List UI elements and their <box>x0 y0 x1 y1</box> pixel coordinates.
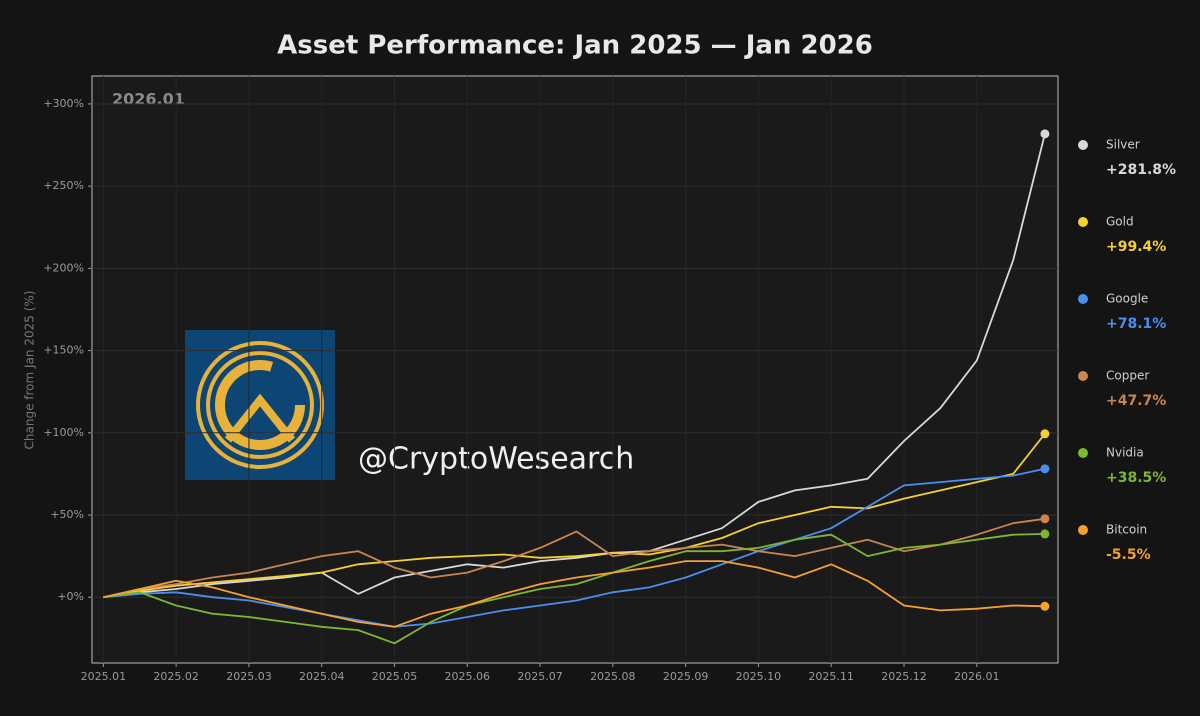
date-annotation: 2026.01 <box>112 90 185 109</box>
y-tick-label: +300% <box>43 97 84 110</box>
legend-swatch <box>1078 525 1088 535</box>
x-tick-label: 2025.03 <box>226 670 272 683</box>
logo-a <box>224 393 296 443</box>
logo-c <box>215 360 305 450</box>
legend-swatch <box>1078 217 1088 227</box>
legend-swatch <box>1078 371 1088 381</box>
legend-name: Google <box>1106 292 1148 306</box>
x-tick-label: 2025.08 <box>590 670 636 683</box>
legend-value: +99.4% <box>1106 239 1166 255</box>
series-line <box>103 433 1046 599</box>
y-axis-label: Change from Jan 2025 (%) <box>23 291 37 450</box>
x-tick-label: 2025.04 <box>299 670 345 683</box>
x-tick-label: 2025.12 <box>881 670 927 683</box>
legend-value: +281.8% <box>1106 162 1176 178</box>
logo-ring <box>206 351 314 459</box>
y-tick-label: +0% <box>57 590 84 603</box>
chart-title: Asset Performance: Jan 2025 — Jan 2026 <box>277 31 873 61</box>
legend-swatch <box>1078 140 1088 150</box>
end-point <box>1040 429 1050 439</box>
legend-swatch <box>1078 294 1088 304</box>
x-tick-label: 2025.09 <box>663 670 709 683</box>
legend-swatch <box>1078 448 1088 458</box>
x-tick-label: 2025.02 <box>153 670 199 683</box>
end-point <box>1040 529 1050 539</box>
legend-name: Copper <box>1106 369 1149 383</box>
end-point <box>1040 464 1050 474</box>
watermark: @CryptoWesearch <box>358 442 634 477</box>
x-tick-label: 2025.05 <box>372 670 418 683</box>
legend-name: Silver <box>1106 138 1140 152</box>
series-line <box>103 133 1046 599</box>
x-tick-label: 2025.06 <box>445 670 491 683</box>
end-point <box>1040 129 1050 139</box>
series-line <box>103 517 1046 599</box>
x-tick-label: 2025.07 <box>517 670 563 683</box>
y-tick-label: +150% <box>43 344 84 357</box>
y-tick-label: +50% <box>50 508 84 521</box>
legend-value: -5.5% <box>1106 547 1151 563</box>
y-tick-label: +200% <box>43 261 84 274</box>
x-tick-label: 2025.01 <box>81 670 127 683</box>
legend-value: +38.5% <box>1106 470 1166 486</box>
x-tick-label: 2025.10 <box>736 670 782 683</box>
end-point <box>1040 601 1050 611</box>
y-tick-label: +100% <box>43 426 84 439</box>
x-tick-label: 2025.11 <box>808 670 854 683</box>
series-line <box>103 467 1046 628</box>
logo <box>185 330 335 480</box>
legend-value: +78.1% <box>1106 316 1166 332</box>
series-line <box>103 533 1045 645</box>
legend-name: Nvidia <box>1106 446 1144 460</box>
legend-name: Gold <box>1106 215 1134 229</box>
y-tick-label: +250% <box>43 179 84 192</box>
legend-value: +47.7% <box>1106 393 1166 409</box>
series-line <box>103 560 1045 628</box>
end-point <box>1040 514 1050 524</box>
x-tick-label: 2026.01 <box>954 670 1000 683</box>
legend-name: Bitcoin <box>1106 523 1147 537</box>
